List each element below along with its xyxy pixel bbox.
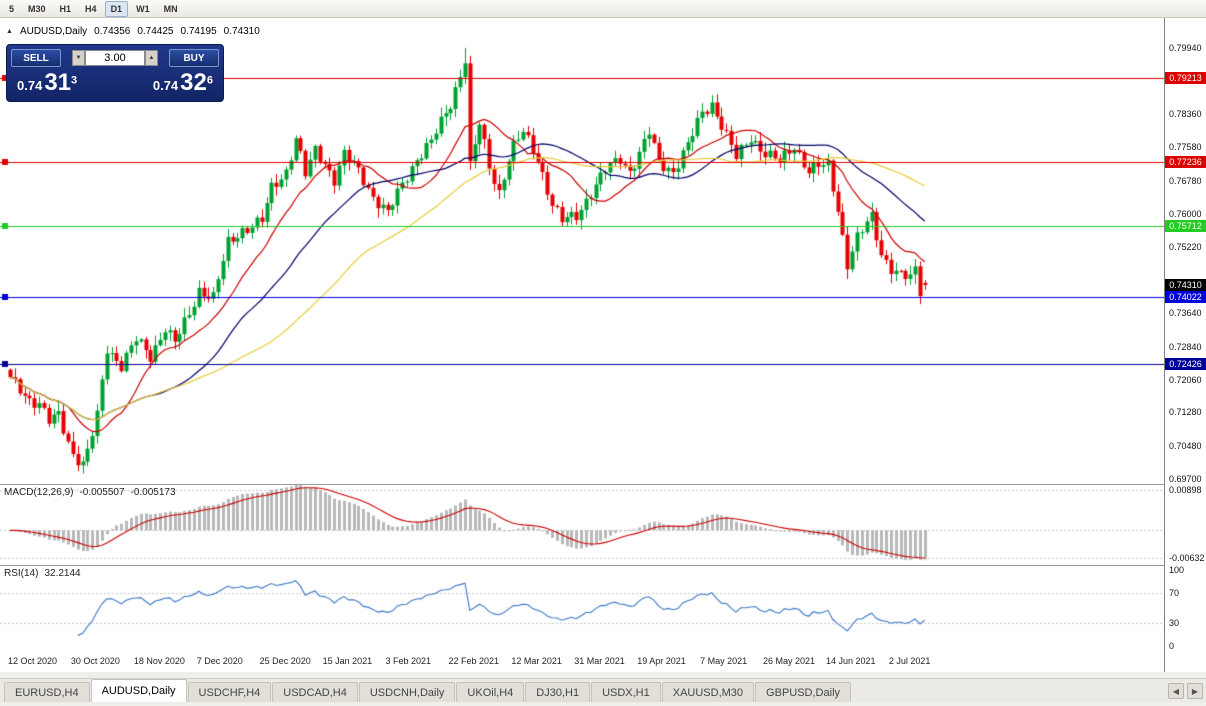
date-label: 12 Mar 2021 [511, 656, 562, 666]
date-label: 7 Dec 2020 [196, 656, 243, 666]
chart-symbol-label: AUDUSD,Daily [19, 26, 88, 37]
tab-usdchf-h4[interactable]: USDCHF,H4 [187, 682, 272, 702]
price-tick-label: 0.76000 [1169, 208, 1202, 219]
sell-button[interactable]: SELL [11, 49, 61, 67]
tab-gbpusd-daily[interactable]: GBPUSD,Daily [755, 682, 852, 702]
one-click-collapse-icon[interactable]: ▲ [6, 28, 13, 35]
rsi-scale-label: 30 [1169, 618, 1180, 629]
date-label: 22 Feb 2021 [448, 656, 499, 666]
time-axis[interactable]: 12 Oct 2020 30 Oct 2020 18 Nov 2020 7 Dec 2… [0, 650, 1164, 672]
timeframe-button-d1[interactable]: D1 [104, 0, 129, 17]
price-tick-label: 0.77580 [1169, 142, 1202, 153]
tab-usdcad-h4[interactable]: USDCAD,H4 [272, 682, 358, 702]
price-line-badge: 0.75712 [1165, 219, 1206, 232]
tab-usdx-h1[interactable]: USDX,H1 [591, 682, 661, 702]
volume-input[interactable] [85, 50, 145, 66]
buy-price-pips: 32 [180, 69, 207, 96]
date-label: 14 Jun 2021 [825, 656, 876, 666]
price-tick-label: 0.75220 [1169, 241, 1202, 252]
price-tick-label: 0.71280 [1169, 407, 1202, 418]
timeframe-button-w1[interactable]: W1 [136, 3, 150, 14]
rsi-scale-label: 70 [1169, 587, 1180, 598]
sell-price-pips: 31 [44, 69, 72, 96]
tab-dj30-h1[interactable]: DJ30,H1 [525, 682, 591, 702]
date-label: 19 Apr 2021 [637, 656, 686, 666]
date-label: 7 May 2021 [700, 656, 748, 666]
panel-separator[interactable] [0, 484, 1164, 485]
buy-button[interactable]: BUY [169, 49, 219, 67]
rsi-scale-label: 0 [1169, 641, 1175, 652]
date-label: 25 Dec 2020 [259, 656, 311, 666]
buy-price-superscript: 6 [206, 74, 213, 87]
ohlc-low-value: 0.74195 [180, 26, 217, 37]
price-tick-label: 0.72840 [1169, 341, 1202, 352]
tab-usdcnh-daily[interactable]: USDCNH,Daily [358, 682, 456, 702]
tab-eurusd-h4[interactable]: EURUSD,H4 [4, 682, 90, 702]
date-label: 26 May 2021 [763, 656, 816, 666]
chart-window: ▲ AUDUSD,Daily 0.74356 0.74425 0.74195 0… [0, 18, 1206, 672]
timeframe-button-m30[interactable]: M30 [28, 3, 46, 14]
buy-price-base: 0.74 [152, 78, 179, 93]
tab-scroll-left-icon[interactable]: ◀ [1168, 683, 1184, 699]
rsi-title: RSI(14) [4, 568, 39, 579]
timeframe-button-mn[interactable]: MN [163, 3, 178, 14]
timeframe-button-h1[interactable]: H1 [59, 3, 72, 14]
macd-title: MACD(12,26,9) [4, 487, 74, 498]
tab-scroll-right-icon[interactable]: ▶ [1187, 683, 1203, 699]
volume-decrease-button[interactable]: ▼ [72, 50, 85, 66]
macd-value: -0.005507 [79, 487, 125, 498]
date-label: 18 Nov 2020 [133, 656, 185, 666]
one-click-trading-panel: SELL ▼ ▲ BUY 0.74313 0.74326 [6, 44, 224, 102]
price-tick-label: 0.78360 [1169, 109, 1202, 120]
tab-xauusd-m30[interactable]: XAUUSD,M30 [661, 682, 755, 702]
price-line-badge: 0.74022 [1165, 291, 1206, 303]
buy-price-display: 0.74326 [153, 69, 213, 97]
date-label: 3 Feb 2021 [385, 656, 432, 666]
price-line-badge: 0.77236 [1165, 155, 1206, 168]
date-label: 31 Mar 2021 [574, 656, 625, 666]
timeframe-button-5[interactable]: 5 [9, 3, 15, 14]
volume-control: ▼ ▲ [72, 50, 158, 66]
current-price-badge: 0.74310 [1165, 278, 1206, 291]
price-tick-label: 0.72060 [1169, 374, 1202, 385]
macd-indicator-label: MACD(12,26,9) -0.005507 -0.005173 [4, 487, 176, 498]
rsi-value: 32.2144 [44, 568, 81, 579]
price-axis[interactable]: 0.79940 0.78360 0.77580 0.76780 0.76000 0.752… [1164, 18, 1206, 672]
ohlc-close-value: 0.74310 [223, 26, 260, 37]
panel-separator[interactable] [0, 565, 1164, 566]
ohlc-open-value: 0.74356 [94, 26, 131, 37]
price-tick-label: 0.79940 [1169, 42, 1202, 53]
date-label: 30 Oct 2020 [70, 656, 120, 666]
price-line-badge: 0.79213 [1165, 72, 1206, 85]
tab-scroll-buttons: ◀ ▶ [1168, 683, 1203, 699]
ohlc-high-value: 0.74425 [137, 26, 174, 37]
price-line-badge: 0.72426 [1165, 358, 1206, 371]
macd-signal-value: -0.005173 [130, 487, 176, 498]
price-tick-label: 0.76780 [1169, 175, 1202, 186]
macd-scale-label: -0.00632 [1169, 553, 1205, 564]
price-tick-label: 0.69700 [1169, 473, 1202, 484]
timeframe-toolbar: 5 M30 H1 H4 D1 W1 MN [0, 0, 1206, 18]
date-label: 15 Jan 2021 [322, 656, 373, 666]
volume-increase-button[interactable]: ▲ [145, 50, 158, 66]
sell-price-superscript: 3 [71, 74, 78, 87]
rsi-scale-label: 100 [1169, 564, 1185, 575]
rsi-panel-canvas[interactable] [0, 566, 1164, 650]
date-label: 12 Oct 2020 [8, 656, 58, 666]
price-tick-label: 0.73640 [1169, 308, 1202, 319]
price-tick-label: 0.70480 [1169, 441, 1202, 452]
chart-tab-bar: EURUSD,H4 AUDUSD,Daily USDCHF,H4 USDCAD,H4 U… [0, 678, 1206, 702]
tab-ukoil-h4[interactable]: UKOil,H4 [456, 682, 525, 702]
macd-scale-label: 0.00898 [1169, 485, 1202, 496]
chart-tabs: EURUSD,H4 AUDUSD,Daily USDCHF,H4 USDCAD,H4 U… [4, 679, 852, 702]
rsi-indicator-label: RSI(14) 32.2144 [4, 568, 81, 579]
chart-ohlc-header: ▲ AUDUSD,Daily 0.74356 0.74425 0.74195 0… [6, 26, 260, 37]
macd-panel-canvas[interactable] [0, 485, 1164, 565]
timeframe-button-h4[interactable]: H4 [85, 3, 97, 14]
tab-audusd-daily[interactable]: AUDUSD,Daily [90, 679, 187, 702]
sell-price-display: 0.74313 [17, 69, 77, 97]
sell-price-base: 0.74 [17, 78, 43, 93]
date-label: 2 Jul 2021 [888, 656, 931, 666]
